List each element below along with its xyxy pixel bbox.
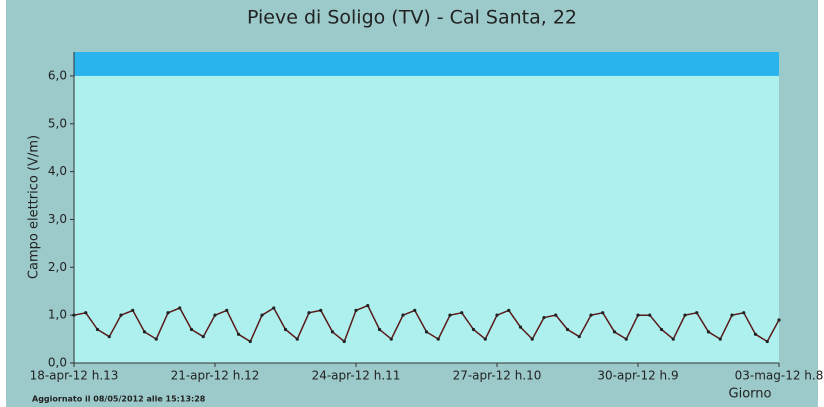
y-tick-label: 3,0 <box>48 212 67 226</box>
data-point <box>754 333 757 336</box>
data-point <box>777 318 780 321</box>
data-point <box>683 314 686 317</box>
data-point <box>249 340 252 343</box>
data-point <box>484 337 487 340</box>
threshold-band <box>74 52 779 76</box>
data-point <box>131 309 134 312</box>
data-point <box>331 330 334 333</box>
data-point <box>730 314 733 317</box>
data-point <box>589 314 592 317</box>
x-tick-label: 03-mag-12 h.8 <box>735 369 824 383</box>
data-point <box>625 337 628 340</box>
data-point <box>155 337 158 340</box>
data-point <box>296 337 299 340</box>
data-point <box>284 328 287 331</box>
data-point <box>343 340 346 343</box>
y-tick-label: 5,0 <box>48 116 67 130</box>
plot-area <box>74 52 779 363</box>
data-point <box>96 328 99 331</box>
data-point <box>213 314 216 317</box>
data-point <box>178 306 181 309</box>
data-point <box>366 304 369 307</box>
data-point <box>660 328 663 331</box>
x-axis-label: Giorno <box>729 387 772 402</box>
data-point <box>542 316 545 319</box>
data-point <box>766 340 769 343</box>
data-point <box>272 306 275 309</box>
data-point <box>448 314 451 317</box>
data-point <box>401 314 404 317</box>
data-point <box>507 309 510 312</box>
data-point <box>707 330 710 333</box>
data-point <box>84 311 87 314</box>
x-tick-label: 24-apr-12 h.11 <box>312 369 401 383</box>
chart: Pieve di Soligo (TV) - Cal Santa, 22 Cam… <box>0 0 824 407</box>
y-tick-label: 0,0 <box>48 356 67 370</box>
data-point <box>601 311 604 314</box>
x-tick-label: 30-apr-12 h.9 <box>597 369 678 383</box>
data-point <box>143 330 146 333</box>
data-point <box>354 309 357 312</box>
data-point <box>613 330 616 333</box>
data-point <box>695 311 698 314</box>
data-point <box>566 328 569 331</box>
data-point <box>578 335 581 338</box>
data-point <box>531 337 534 340</box>
data-point <box>554 314 557 317</box>
data-point <box>72 314 75 317</box>
data-point <box>319 309 322 312</box>
x-tick-label: 21-apr-12 h.12 <box>171 369 260 383</box>
data-point <box>390 337 393 340</box>
data-point <box>648 314 651 317</box>
data-point <box>425 330 428 333</box>
footnote: Aggiornato il 08/05/2012 alle 15:13:28 <box>32 395 206 404</box>
data-point <box>460 311 463 314</box>
data-point <box>166 311 169 314</box>
data-point <box>190 328 193 331</box>
data-point <box>202 335 205 338</box>
y-tick-label: 4,0 <box>48 164 67 178</box>
data-point <box>307 311 310 314</box>
data-point <box>225 309 228 312</box>
y-tick-label: 6,0 <box>48 68 67 82</box>
data-point <box>519 326 522 329</box>
data-point <box>636 314 639 317</box>
data-point <box>413 309 416 312</box>
data-point <box>437 337 440 340</box>
y-axis-label: Campo elettrico (V/m) <box>27 135 42 279</box>
y-tick-label: 1,0 <box>48 308 67 322</box>
data-point <box>742 311 745 314</box>
data-point <box>260 314 263 317</box>
chart-title: Pieve di Soligo (TV) - Cal Santa, 22 <box>247 7 577 29</box>
data-point <box>672 337 675 340</box>
y-tick-label: 2,0 <box>48 260 67 274</box>
data-point <box>119 314 122 317</box>
data-point <box>472 328 475 331</box>
x-tick-label: 27-apr-12 h.10 <box>453 369 542 383</box>
data-point <box>719 337 722 340</box>
data-point <box>495 314 498 317</box>
x-tick-label: 18-apr-12 h.13 <box>30 369 119 383</box>
data-point <box>108 335 111 338</box>
data-point <box>378 328 381 331</box>
data-point <box>237 333 240 336</box>
